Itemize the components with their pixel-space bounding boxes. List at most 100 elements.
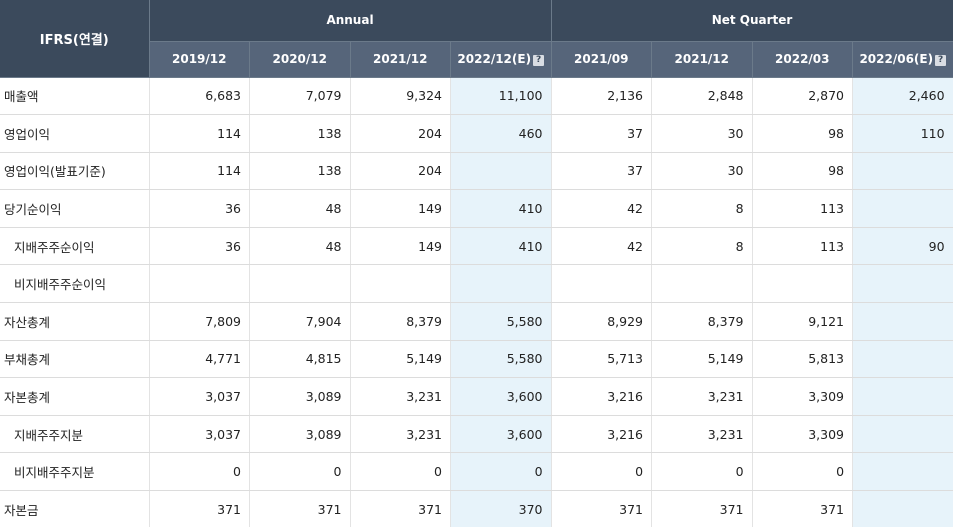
table-row: 자본금 371 371 371 370 371 371 371	[0, 490, 953, 527]
column-header: 2019/12	[149, 41, 250, 78]
table-cell: 371	[651, 490, 753, 527]
annual-group-header: Annual	[149, 0, 552, 42]
table-cell: 30	[651, 152, 753, 191]
table-cell: 3,216	[551, 415, 653, 454]
table-row: 자산총계 7,809 7,904 8,379 5,580 8,929 8,379 9,121	[0, 302, 953, 341]
table-cell: 204	[350, 152, 451, 191]
row-label: 자본총계	[0, 377, 150, 416]
table-cell: 204	[350, 114, 451, 153]
table-cell: 8,379	[350, 302, 451, 341]
table-row: 비지배주주순이익	[0, 264, 953, 304]
column-header: 2021/12	[651, 41, 753, 78]
table-cell	[551, 264, 653, 304]
table-cell: 3,037	[149, 415, 250, 454]
table-cell: 0	[149, 452, 250, 492]
row-label: 당기순이익	[0, 189, 150, 228]
table-cell: 138	[249, 114, 351, 153]
table-row: 부채총계 4,771 4,815 5,149 5,580 5,713 5,149 5,813	[0, 340, 953, 379]
table-cell: 2,136	[551, 77, 653, 116]
table-cell: 36	[149, 227, 250, 266]
table-cell: 90	[852, 227, 953, 266]
table-cell: 7,079	[249, 77, 351, 116]
table-cell	[852, 340, 953, 379]
table-cell: 460	[450, 114, 552, 153]
table-cell: 3,231	[651, 377, 753, 416]
table-cell: 114	[149, 114, 250, 153]
table-cell: 8,929	[551, 302, 653, 341]
table-row: 자본총계 3,037 3,089 3,231 3,600 3,216 3,231 3,309	[0, 377, 953, 416]
table-cell: 0	[651, 452, 753, 492]
row-label: 자본금	[0, 490, 150, 527]
table-row: 당기순이익 36 48 149 410 42 8 113	[0, 189, 953, 228]
table-row: 비지배주주지분 0 0 0 0 0 0 0	[0, 452, 953, 492]
table-cell	[852, 415, 953, 454]
table-cell	[752, 264, 854, 304]
table-cell	[450, 264, 552, 304]
table-cell: 371	[149, 490, 250, 527]
table-cell: 3,309	[752, 415, 854, 454]
table-cell: 3,231	[350, 415, 451, 454]
table-cell: 3,089	[249, 377, 351, 416]
row-label: 자산총계	[0, 302, 150, 341]
table-cell: 98	[752, 152, 854, 191]
table-row: 지배주주지분 3,037 3,089 3,231 3,600 3,216 3,231 3,30…	[0, 415, 953, 454]
table-row: 매출액 6,683 7,079 9,324 11,100 2,136 2,848 2,870 2…	[0, 77, 953, 116]
table-cell: 5,580	[450, 340, 552, 379]
column-header: 2022/06(E)?	[852, 41, 953, 78]
column-header: 2022/03	[752, 41, 854, 78]
row-label: 매출액	[0, 77, 150, 116]
table-cell: 5,580	[450, 302, 552, 341]
table-cell: 3,231	[350, 377, 451, 416]
table-cell: 149	[350, 189, 451, 228]
row-label: 영업이익	[0, 114, 150, 153]
table-cell: 5,149	[651, 340, 753, 379]
table-cell	[852, 452, 953, 492]
table-cell: 371	[350, 490, 451, 527]
table-cell	[450, 152, 552, 191]
table-cell: 2,870	[752, 77, 854, 116]
table-cell: 0	[249, 452, 351, 492]
question-icon[interactable]: ?	[533, 55, 545, 66]
table-cell: 48	[249, 227, 351, 266]
table-cell: 37	[551, 114, 653, 153]
table-cell: 42	[551, 189, 653, 228]
table-cell	[852, 189, 953, 228]
table-cell: 8,379	[651, 302, 753, 341]
table-cell: 3,600	[450, 377, 552, 416]
table-cell: 410	[450, 189, 552, 228]
question-icon[interactable]: ?	[935, 55, 947, 66]
row-label: 지배주주순이익	[0, 227, 150, 266]
table-row: 영업이익 114 138 204 460 37 30 98 110	[0, 114, 953, 153]
table-cell	[651, 264, 753, 304]
table-cell: 5,149	[350, 340, 451, 379]
table-cell: 8	[651, 189, 753, 228]
row-label: 영업이익(발표기준)	[0, 152, 150, 191]
table-cell: 3,216	[551, 377, 653, 416]
table-cell: 7,904	[249, 302, 351, 341]
table-cell: 30	[651, 114, 753, 153]
table-cell: 0	[350, 452, 451, 492]
table-cell	[852, 264, 953, 304]
row-label: 비지배주주지분	[0, 452, 150, 492]
table-cell: 5,713	[551, 340, 653, 379]
table-cell: 98	[752, 114, 854, 153]
table-cell: 3,600	[450, 415, 552, 454]
table-cell: 2,460	[852, 77, 953, 116]
table-cell: 3,037	[149, 377, 250, 416]
table-cell: 42	[551, 227, 653, 266]
table-cell: 370	[450, 490, 552, 527]
column-header: 2021/09	[551, 41, 653, 78]
table-cell: 9,121	[752, 302, 854, 341]
table-cell	[852, 152, 953, 191]
table-cell: 37	[551, 152, 653, 191]
table-cell: 114	[149, 152, 250, 191]
column-header: 2020/12	[249, 41, 351, 78]
table-cell: 371	[551, 490, 653, 527]
table-cell	[852, 302, 953, 341]
table-cell: 7,809	[149, 302, 250, 341]
table-cell: 113	[752, 227, 854, 266]
table-cell	[249, 264, 351, 304]
table-body: 매출액 6,683 7,079 9,324 11,100 2,136 2,848 2,870 2…	[0, 77, 953, 527]
table-cell: 8	[651, 227, 753, 266]
table-cell: 113	[752, 189, 854, 228]
